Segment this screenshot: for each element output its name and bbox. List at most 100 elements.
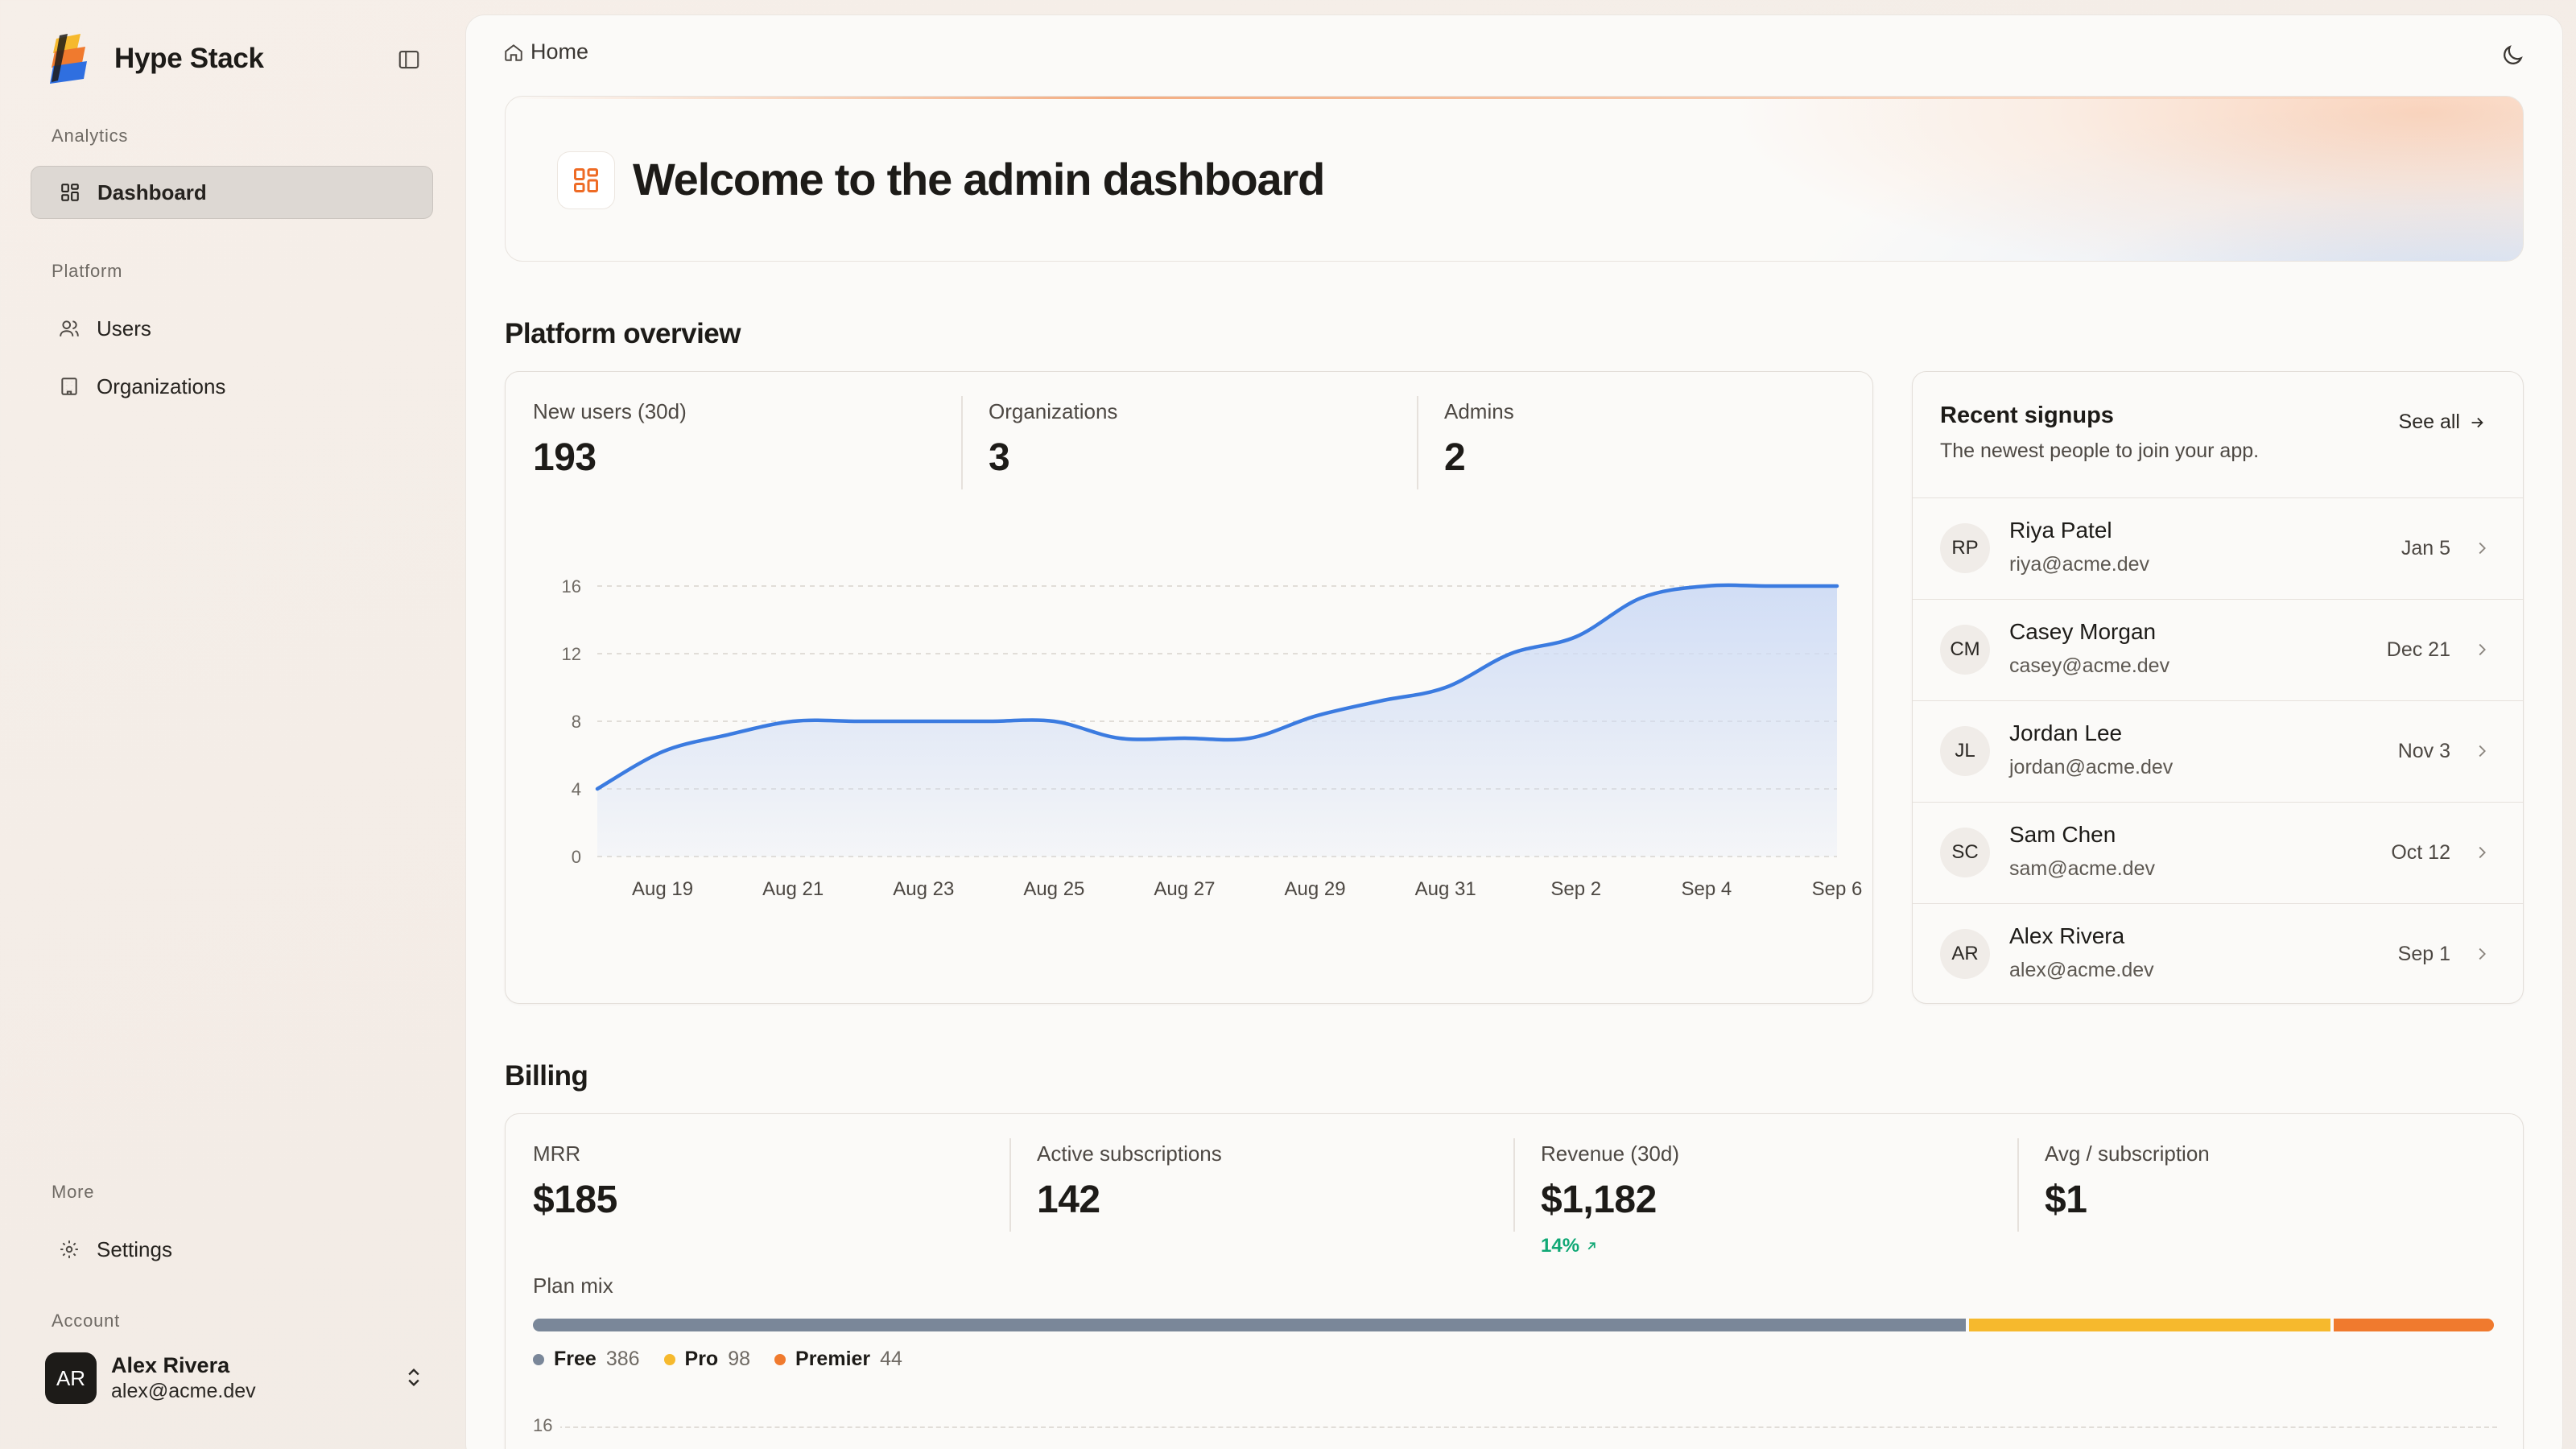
x-tick-label: Aug 19 xyxy=(632,878,693,900)
signup-date: Dec 21 xyxy=(2386,638,2450,661)
theme-toggle-button[interactable] xyxy=(2500,43,2525,72)
breadcrumb: Home xyxy=(503,39,588,64)
signup-name: Jordan Lee xyxy=(2009,720,2123,745)
divider xyxy=(2017,1138,2019,1232)
sidebar-item-label: Dashboard xyxy=(97,180,207,204)
signup-name: Sam Chen xyxy=(2009,822,2116,847)
avatar: JL xyxy=(1940,726,1990,776)
x-tick-label: Sep 6 xyxy=(1812,878,1863,900)
signup-row[interactable]: RP Riya Patel riya@acme.dev Jan 5 xyxy=(1913,497,2523,599)
section-label-more: More xyxy=(52,1182,95,1202)
recent-signups-card: Recent signups The newest people to join… xyxy=(1912,371,2524,1004)
divider xyxy=(1417,396,1418,489)
y-tick-label: 8 xyxy=(572,712,581,732)
welcome-banner: Welcome to the admin dashboard xyxy=(505,96,2524,262)
sidebar-item-settings[interactable]: Settings xyxy=(31,1223,433,1276)
plan-segment-pro xyxy=(1968,1319,2330,1331)
avatar: CM xyxy=(1940,625,1990,675)
breadcrumb-home-link[interactable]: Home xyxy=(530,39,589,64)
legend-count: 386 xyxy=(605,1348,640,1370)
signup-row[interactable]: AR Alex Rivera alex@acme.dev Sep 1 xyxy=(1913,903,2523,1005)
sidebar-item-label: Settings xyxy=(97,1236,172,1261)
avatar: AR xyxy=(45,1352,97,1404)
home-icon xyxy=(503,42,524,63)
avatar: SC xyxy=(1940,828,1990,877)
signup-row[interactable]: CM Casey Morgan casey@acme.dev Dec 21 xyxy=(1913,599,2523,700)
arrow-right-icon xyxy=(2468,414,2486,431)
legend-dot xyxy=(663,1353,675,1365)
signup-date: Oct 12 xyxy=(2391,841,2450,864)
sidebar-item-dashboard[interactable]: Dashboard xyxy=(31,166,433,219)
signup-email: alex@acme.dev xyxy=(2009,959,2154,981)
legend-name: Premier xyxy=(795,1348,871,1370)
stat-mrr: MRR $185 xyxy=(533,1141,617,1230)
revenue-change-badge: 14% xyxy=(1541,1235,1679,1257)
x-tick-label: Aug 31 xyxy=(1415,878,1476,900)
x-tick-label: Sep 2 xyxy=(1550,878,1601,900)
stat-admins: Admins 2 xyxy=(1444,399,1514,488)
account-switcher[interactable]: AR Alex Rivera alex@acme.dev xyxy=(45,1346,431,1410)
plan-mix-bar xyxy=(533,1319,2497,1331)
stat-label: New users (30d) xyxy=(533,399,687,423)
stat-label: Active subscriptions xyxy=(1037,1141,1222,1166)
chevron-right-icon xyxy=(2479,846,2486,859)
y-tick-label: 16 xyxy=(533,1415,561,1436)
stat-value: $1,182 xyxy=(1541,1179,1657,1221)
stat-value: $1 xyxy=(2045,1179,2087,1221)
x-tick-label: Aug 29 xyxy=(1285,878,1346,900)
card-subtitle: The newest people to join your app. xyxy=(1940,440,2260,462)
sidebar-item-organizations[interactable]: Organizations xyxy=(31,360,433,413)
divider xyxy=(1009,1138,1011,1232)
signup-date: Sep 1 xyxy=(2397,943,2450,965)
section-label-analytics: Analytics xyxy=(52,126,129,146)
see-all-link[interactable]: See all xyxy=(2399,411,2486,434)
section-label-platform: Platform xyxy=(52,261,123,281)
signup-date: Nov 3 xyxy=(2397,740,2450,762)
legend-name: Free xyxy=(554,1348,597,1370)
x-tick-label: Aug 27 xyxy=(1154,878,1215,900)
sidebar-item-users[interactable]: Users xyxy=(31,302,433,355)
area-fill xyxy=(597,584,1837,857)
page-title: Welcome to the admin dashboard xyxy=(633,154,1325,204)
chevron-right-icon xyxy=(2479,643,2486,656)
x-tick-label: Aug 25 xyxy=(1023,878,1084,900)
sidebar-item-label: Organizations xyxy=(97,374,226,398)
gear-icon xyxy=(58,1238,80,1261)
banner-glow xyxy=(1670,97,2523,261)
chevron-right-icon xyxy=(2479,947,2486,960)
see-all-label: See all xyxy=(2398,411,2460,433)
main-panel: Home Welcome to the admin dashboard Plat… xyxy=(465,14,2563,1449)
avatar: AR xyxy=(1940,929,1990,979)
stat-avg-subscription: Avg / subscription $1 xyxy=(2045,1141,2210,1230)
change-value: 14% xyxy=(1541,1235,1580,1257)
card-title: Recent signups xyxy=(1940,402,2114,428)
signup-name: Riya Patel xyxy=(2009,518,2112,543)
stat-new-users: New users (30d) 193 xyxy=(533,399,687,488)
brand[interactable]: Hype Stack xyxy=(48,31,264,87)
divider xyxy=(961,396,963,489)
users-icon xyxy=(58,317,80,340)
signup-row[interactable]: JL Jordan Lee jordan@acme.dev Nov 3 xyxy=(1913,700,2523,802)
stat-label: Revenue (30d) xyxy=(1541,1141,1679,1166)
y-tick-label: 0 xyxy=(572,847,581,867)
legend-count: 44 xyxy=(880,1348,902,1370)
new-users-chart: 0 4 8 12 16 Aug 19 Aug 21 Aug 23 Aug 25 Aug 27 Aug… xyxy=(562,576,1863,900)
legend-name: Pro xyxy=(684,1348,719,1370)
legend-item-free: Free 386 xyxy=(533,1348,640,1371)
legend-item-pro: Pro 98 xyxy=(663,1348,750,1371)
sidebar: Hype Stack Analytics Dashboard Platform … xyxy=(0,0,459,1449)
signup-email: sam@acme.dev xyxy=(2009,857,2155,880)
chevron-up-down-icon xyxy=(408,1368,419,1386)
plan-mix-legend: Free 386 Pro 98 Premier 44 xyxy=(533,1348,927,1371)
stat-value: 142 xyxy=(1037,1179,1100,1221)
sidebar-toggle-button[interactable] xyxy=(391,42,427,77)
x-tick-label: Sep 4 xyxy=(1682,878,1732,900)
legend-item-premier: Premier 44 xyxy=(774,1348,902,1371)
overview-card: New users (30d) 193 Organizations 3 Admi… xyxy=(505,371,1873,1004)
stat-organizations: Organizations 3 xyxy=(989,399,1117,488)
signup-row[interactable]: SC Sam Chen sam@acme.dev Oct 12 xyxy=(1913,802,2523,903)
stat-value: 2 xyxy=(1444,436,1466,479)
legend-dot xyxy=(533,1353,544,1365)
avatar: RP xyxy=(1940,523,1990,573)
section-title-overview: Platform overview xyxy=(505,318,741,349)
